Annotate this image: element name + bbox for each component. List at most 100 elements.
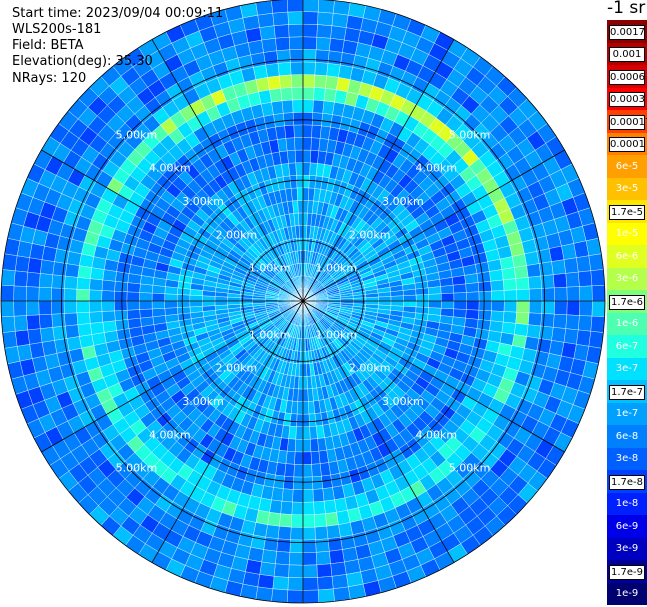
start-time-text: Start time: 2023/09/04 00:09:11 (12, 6, 224, 21)
data-bin (294, 137, 304, 151)
data-bin (310, 450, 321, 465)
data-bin (440, 285, 454, 294)
data-bin (126, 282, 141, 293)
colorbar-level: 3e-7 (607, 357, 647, 380)
data-bin (538, 261, 554, 277)
data-bin (491, 290, 505, 302)
range-ring-label: 3.00km (182, 195, 224, 208)
radial-line (41, 149, 304, 302)
data-bin (288, 552, 304, 566)
colorbar-tick-label: 1e-5 (615, 228, 639, 240)
data-bin (588, 331, 604, 349)
colorbar-level: 0.00017 (607, 110, 647, 133)
data-bin (287, 0, 304, 13)
colorbar-tick-label: 0.0006 (609, 69, 645, 85)
data-bin (403, 294, 417, 302)
colorbar-tick-label: 0.0017 (609, 24, 645, 40)
data-bin (563, 328, 579, 345)
data-bin (269, 499, 283, 514)
data-bin (101, 300, 115, 312)
data-bin (277, 138, 288, 153)
data-bin (139, 283, 154, 294)
range-ring-label: 3.00km (382, 395, 424, 408)
data-bin (331, 12, 349, 28)
data-bin (164, 300, 178, 309)
data-bin (239, 300, 253, 305)
data-bin (302, 112, 314, 126)
data-bin (89, 311, 103, 324)
data-bin (465, 282, 480, 293)
data-bin (299, 237, 304, 251)
data-bin (503, 289, 518, 302)
colorbar-tick-label: 3e-8 (615, 453, 639, 465)
data-bin (293, 464, 304, 478)
data-bin (269, 88, 283, 103)
colorbar-tick-label: 6e-5 (615, 160, 639, 172)
data-bin (255, 77, 270, 92)
colorbar-tick-label: 0.0001 (609, 137, 645, 153)
data-bin (302, 187, 310, 201)
data-bin (302, 351, 307, 365)
data-bin (403, 300, 417, 308)
data-bin (427, 286, 442, 295)
range-ring-label: 2.00km (349, 228, 391, 241)
data-bin (314, 526, 329, 540)
data-bin (302, 577, 319, 591)
data-bin (302, 149, 312, 163)
range-ring-label: 4.00km (149, 162, 191, 175)
data-bin (476, 271, 491, 283)
data-bin (338, 522, 353, 538)
data-bin (302, 539, 317, 553)
data-bin (415, 300, 430, 308)
data-bin (272, 576, 289, 591)
data-bin (326, 63, 341, 78)
data-bin (139, 308, 154, 319)
colorbar-level: 1.7e-9 (607, 560, 647, 583)
data-bin (566, 286, 581, 302)
data-bin (428, 293, 442, 302)
range-ring-label: 4.00km (415, 428, 457, 441)
data-bin (51, 274, 66, 289)
data-bin (296, 187, 304, 201)
data-bin (302, 74, 316, 88)
data-bin (323, 499, 337, 514)
ppi-grid (0, 0, 606, 604)
data-bin (295, 426, 304, 440)
data-bin (76, 312, 91, 325)
data-bin (292, 476, 304, 490)
data-bin (284, 124, 295, 139)
data-bin (273, 563, 290, 578)
data-bin (312, 112, 323, 126)
colorbar-level: 6e-5 (607, 155, 647, 178)
colorbar-level: 1.7e-7 (607, 380, 647, 403)
data-bin (514, 265, 529, 279)
data-bin (327, 536, 343, 552)
data-bin (127, 317, 142, 329)
colorbar-level: 1e-5 (607, 222, 647, 245)
range-ring-label: 5.00km (116, 462, 158, 475)
data-bin (164, 307, 179, 316)
colorbar-level: 1e-6 (607, 312, 647, 335)
data-bin (526, 324, 541, 339)
data-bin (524, 251, 540, 266)
data-bin (88, 289, 103, 302)
data-bin (302, 174, 310, 189)
data-bin (302, 589, 319, 604)
data-bin (164, 293, 178, 302)
colorbar-tick-label: 1.7e-5 (609, 204, 645, 220)
data-bin (288, 36, 304, 50)
data-bin (452, 283, 467, 294)
data-bin (441, 300, 455, 310)
data-bin (287, 577, 304, 591)
data-bin (263, 536, 279, 552)
data-bin (295, 162, 304, 176)
data-bin (115, 319, 130, 331)
data-bin (540, 274, 555, 289)
data-bin (308, 400, 316, 415)
colorbar-tick-label: 1e-9 (615, 588, 639, 600)
data-bin (528, 312, 542, 327)
data-bin (503, 278, 517, 291)
data-bin (126, 309, 141, 320)
data-bin (302, 99, 314, 113)
data-bin (310, 438, 319, 452)
